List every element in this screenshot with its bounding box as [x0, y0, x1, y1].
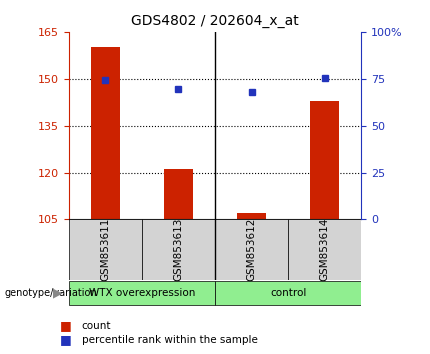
Text: GSM853613: GSM853613 [173, 218, 184, 281]
Bar [164, 170, 193, 219]
Text: percentile rank within the sample: percentile rank within the sample [82, 335, 258, 345]
Bar [237, 213, 266, 219]
Text: genotype/variation: genotype/variation [4, 288, 97, 298]
Text: ▶: ▶ [53, 286, 63, 299]
Text: count: count [82, 321, 111, 331]
Text: WTX overexpression: WTX overexpression [89, 288, 195, 298]
Bar [91, 47, 120, 219]
Text: control: control [270, 288, 306, 298]
Text: GSM853614: GSM853614 [319, 218, 330, 281]
Bar [288, 219, 361, 280]
Text: GSM853611: GSM853611 [100, 218, 111, 281]
Title: GDS4802 / 202604_x_at: GDS4802 / 202604_x_at [131, 14, 299, 28]
Bar [69, 281, 215, 305]
Bar [215, 219, 288, 280]
Bar [69, 219, 142, 280]
Bar [215, 281, 361, 305]
Bar [142, 219, 215, 280]
Text: ■: ■ [60, 319, 72, 332]
Text: GSM853612: GSM853612 [246, 218, 257, 281]
Text: ■: ■ [60, 333, 72, 346]
Bar [310, 101, 339, 219]
